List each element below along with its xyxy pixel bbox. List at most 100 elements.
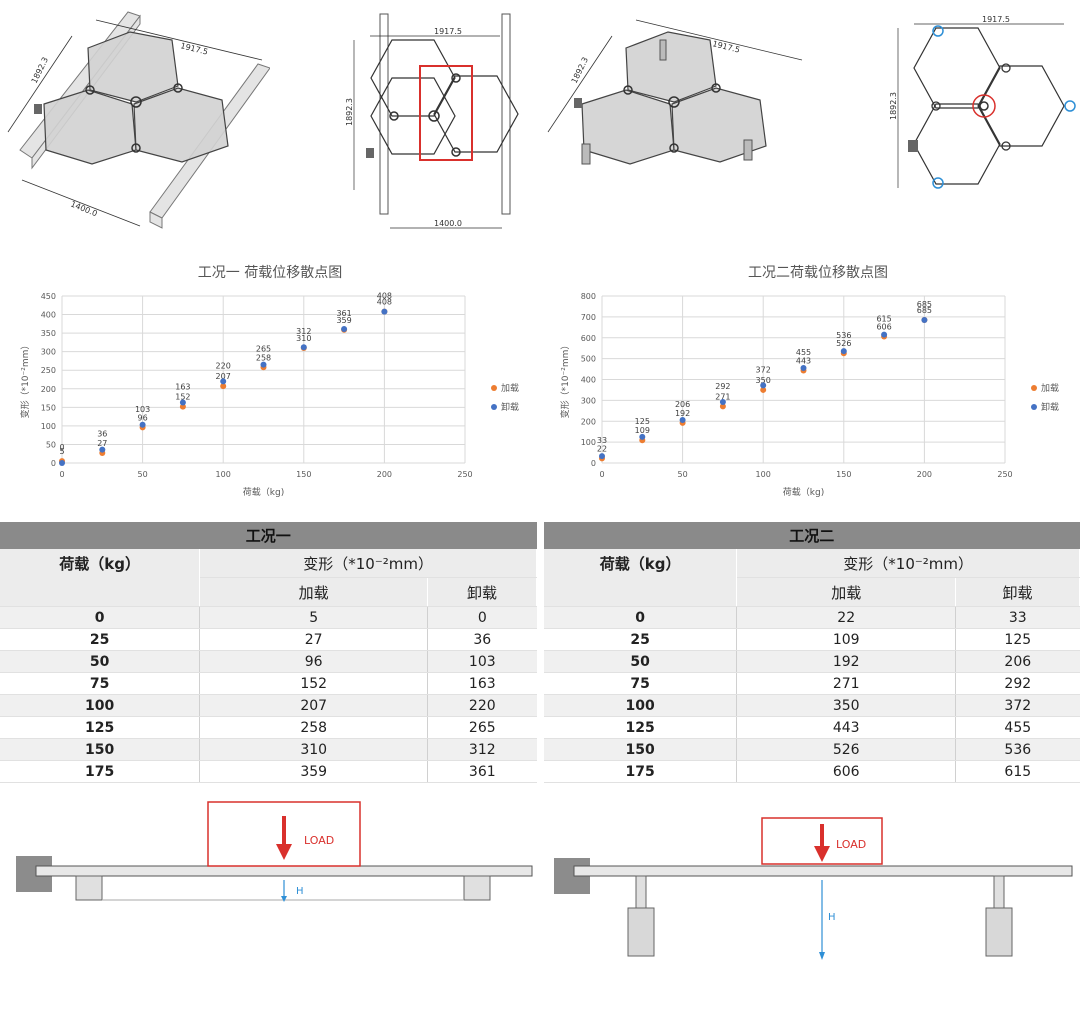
rail-right xyxy=(501,13,511,215)
y-tick-label: 350 xyxy=(41,329,56,338)
data-label: 312 xyxy=(296,327,311,336)
data-point xyxy=(881,331,888,338)
svg-text:1917.5: 1917.5 xyxy=(434,27,462,36)
load-cell: 100 xyxy=(0,694,201,717)
unloading-cell: 125 xyxy=(955,628,1080,651)
iso-drawing-case1: 1917.5 1892.3 1400.0 xyxy=(7,11,270,229)
unloading-cell: 265 xyxy=(427,716,537,739)
col-loading-header: 加载 xyxy=(199,577,429,607)
data-label: 685 xyxy=(917,300,932,309)
load-cell: 75 xyxy=(0,672,201,695)
load-cell: 100 xyxy=(544,694,738,717)
data-label: 27 xyxy=(97,439,107,448)
center-support-marker xyxy=(972,94,996,118)
data-label: 455 xyxy=(796,348,811,357)
data-point xyxy=(921,317,928,324)
hex-outline-bottom xyxy=(370,77,456,155)
data-label: 258 xyxy=(256,353,271,362)
loading-cell: 271 xyxy=(736,672,957,695)
unloading-cell: 372 xyxy=(955,694,1080,717)
hex-outline-top xyxy=(913,27,1001,109)
load-cell: 0 xyxy=(544,606,738,629)
y-axis-label: 变形（*10⁻²mm） xyxy=(19,341,31,419)
col-unloading-header: 卸载 xyxy=(955,577,1080,607)
data-label: 152 xyxy=(175,393,190,402)
unloading-cell: 455 xyxy=(955,716,1080,739)
data-label: 408 xyxy=(377,292,392,301)
y-tick-label: 0 xyxy=(591,459,596,468)
unloading-cell: 361 xyxy=(427,760,537,783)
h-label: H xyxy=(296,886,304,897)
loading-cell: 606 xyxy=(736,760,957,783)
load-box xyxy=(207,801,361,867)
y-tick-label: 400 xyxy=(581,376,596,385)
support-right xyxy=(463,875,491,901)
svg-text:1400.0: 1400.0 xyxy=(434,219,462,228)
load-cell: 25 xyxy=(0,628,201,651)
data-label: 292 xyxy=(715,382,730,391)
y-tick-label: 700 xyxy=(581,313,596,322)
unloading-cell: 163 xyxy=(427,672,537,695)
load-diagram-case2: LOAD H xyxy=(554,817,1073,960)
rail-left xyxy=(379,13,389,215)
svg-text:1400.0: 1400.0 xyxy=(69,200,98,219)
data-label: 206 xyxy=(675,400,690,409)
load-cell: 150 xyxy=(0,738,201,761)
unloading-cell: 206 xyxy=(955,650,1080,673)
legend-label: 卸载 xyxy=(1041,401,1059,413)
load-arrow-icon xyxy=(276,844,292,860)
floor-panel xyxy=(35,865,533,877)
table-row: 175 359 361 xyxy=(0,760,537,783)
svg-text:1892.3: 1892.3 xyxy=(30,56,50,85)
scatter-chart-case2: 0 100 200 300 400 500 600 700 800 0 50 100 150 200 250… xyxy=(559,292,1059,498)
load-label: LOAD xyxy=(836,838,866,851)
table-title: 工况二 xyxy=(544,522,1080,549)
chart2-title: 工况二荷载位移散点图 xyxy=(748,265,888,281)
x-tick-label: 50 xyxy=(678,470,688,479)
unloading-cell: 0 xyxy=(427,606,537,629)
load-cell: 25 xyxy=(544,628,738,651)
unloading-cell: 33 xyxy=(955,606,1080,629)
loading-cell: 27 xyxy=(199,628,429,651)
y-tick-label: 300 xyxy=(41,348,56,357)
data-point xyxy=(800,365,807,372)
table-row: 100 207 220 xyxy=(0,694,537,717)
y-tick-label: 250 xyxy=(41,366,56,375)
data-point xyxy=(679,416,686,423)
table-title: 工况一 xyxy=(0,522,537,549)
y-tick-label: 0 xyxy=(51,459,56,468)
loading-cell: 22 xyxy=(736,606,957,629)
hex-outline-right xyxy=(977,65,1065,147)
iso-drawing-case2: 1917.5 1892.3 xyxy=(547,19,803,165)
svg-text:1892.3: 1892.3 xyxy=(345,98,354,126)
load-cell: 50 xyxy=(544,650,738,673)
y-tick-label: 500 xyxy=(581,355,596,364)
unloading-cell: 312 xyxy=(427,738,537,761)
table-row: 50 96 103 xyxy=(0,650,537,673)
legend-label: 加载 xyxy=(501,382,519,394)
data-label: 125 xyxy=(635,417,650,426)
support-block xyxy=(34,104,42,114)
col-deform-header: 变形（*10⁻²mm） xyxy=(736,549,1080,578)
data-label: 96 xyxy=(138,413,148,422)
y-tick-label: 400 xyxy=(41,311,56,320)
table-row: 175 606 615 xyxy=(544,760,1080,783)
corner-support-marker xyxy=(932,25,944,37)
loading-cell: 258 xyxy=(199,716,429,739)
data-label: 220 xyxy=(216,361,231,370)
x-tick-label: 0 xyxy=(59,470,64,479)
data-table-case2: 工况二 荷载（kg） 变形（*10⁻²mm） 加载 卸载 0 22 33 25 109 1… xyxy=(544,522,1080,783)
load-label: LOAD xyxy=(304,834,334,847)
x-tick-label: 150 xyxy=(836,470,851,479)
loading-cell: 207 xyxy=(199,694,429,717)
legend-marker xyxy=(1031,404,1037,410)
data-point xyxy=(300,344,307,351)
loading-cell: 109 xyxy=(736,628,957,651)
load-cell: 0 xyxy=(0,606,201,629)
deflection-arrow-icon xyxy=(281,896,287,902)
legend-marker xyxy=(491,404,497,410)
plan-drawing-case1: 1917.5 1892.3 1400.0 xyxy=(345,13,519,229)
col-loading-header: 加载 xyxy=(736,577,957,607)
floor-panel xyxy=(573,865,1073,877)
